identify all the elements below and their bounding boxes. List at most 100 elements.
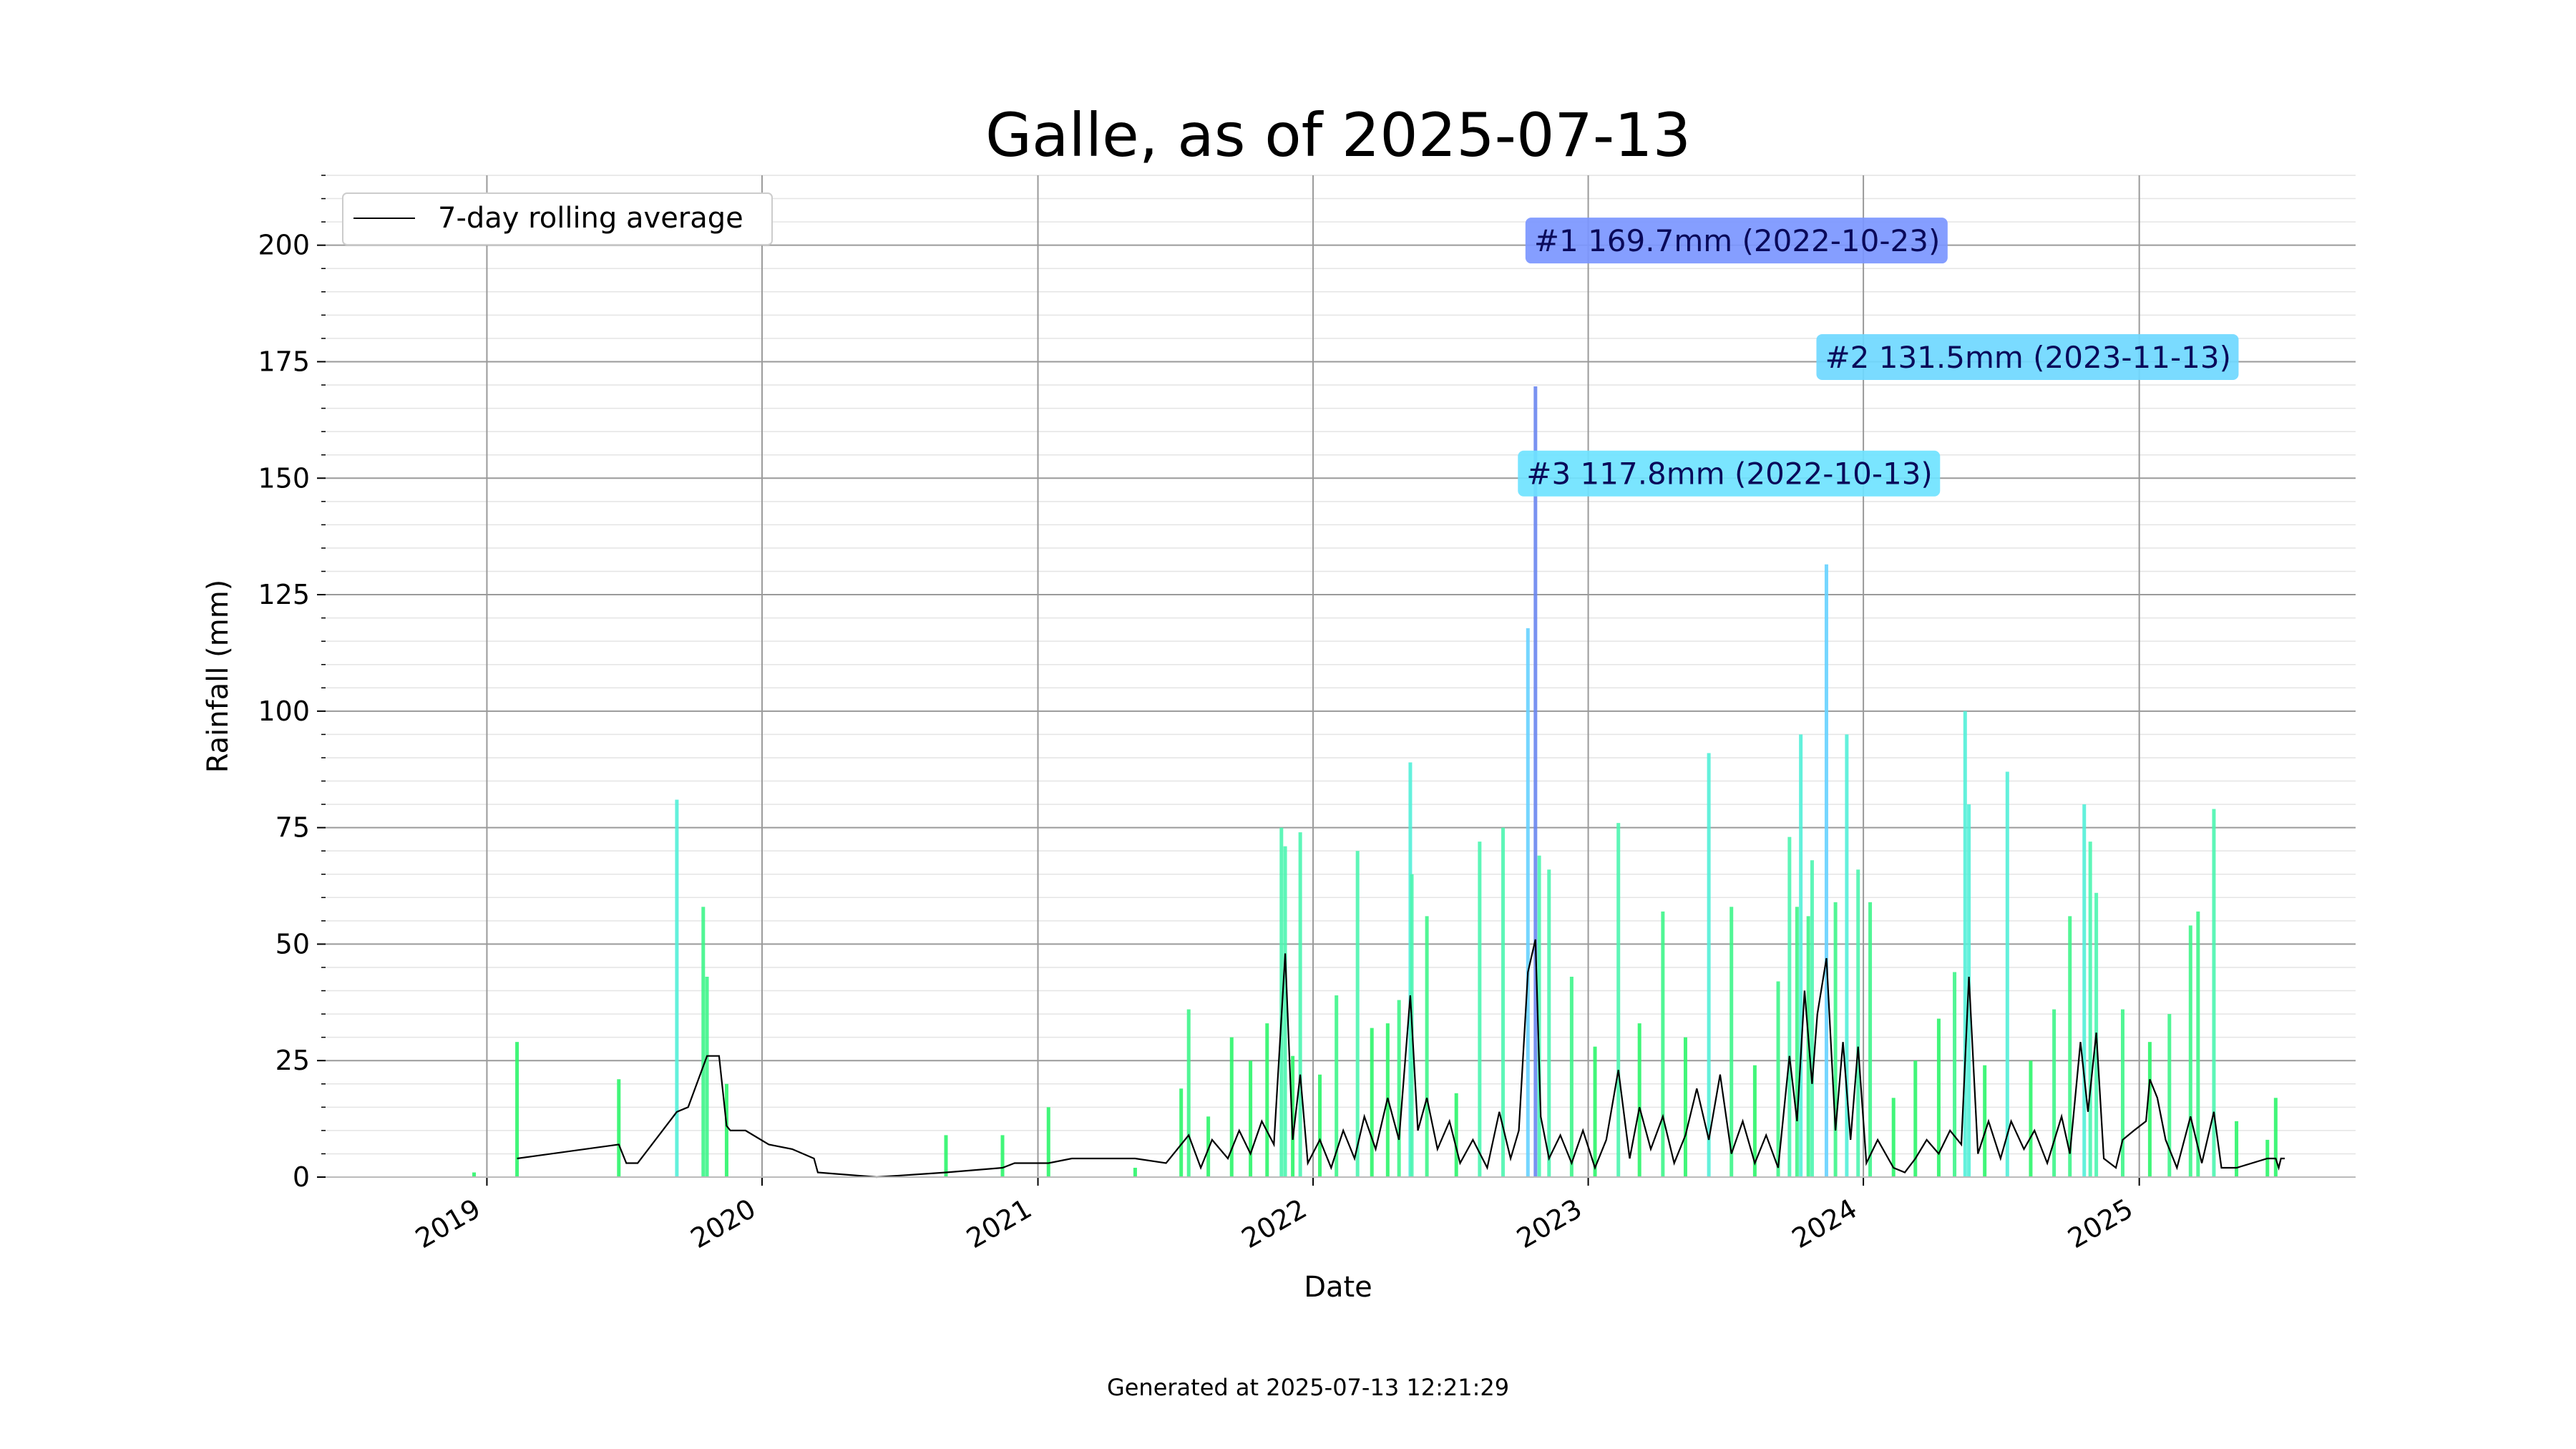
rainfall-bar bbox=[1229, 1037, 1234, 1177]
rainfall-bar bbox=[1833, 902, 1838, 1177]
rainfall-bar bbox=[2196, 911, 2200, 1177]
rainfall-bar bbox=[2005, 771, 2009, 1177]
rainfall-bar bbox=[1707, 753, 1711, 1177]
y-axis-label: Rainfall (mm) bbox=[202, 580, 235, 774]
rainfall-bar bbox=[2120, 1009, 2124, 1177]
y-tick-label: 200 bbox=[258, 230, 310, 261]
rainfall-bars bbox=[472, 386, 2278, 1177]
rainfall-bar bbox=[1000, 1135, 1005, 1177]
x-tick-label: 2020 bbox=[686, 1193, 761, 1254]
rainfall-bar bbox=[2235, 1121, 2239, 1177]
x-tick-label: 2022 bbox=[1236, 1193, 1312, 1254]
rainfall-bar bbox=[1206, 1116, 1211, 1177]
generated-timestamp: Generated at 2025-07-13 12:21:29 bbox=[1107, 1374, 1509, 1401]
x-tick-label: 2023 bbox=[1511, 1193, 1587, 1254]
y-tick-label: 25 bbox=[275, 1045, 310, 1076]
legend-box bbox=[342, 192, 773, 245]
rainfall-bar bbox=[705, 977, 709, 1177]
x-axis-label: Date bbox=[1304, 1271, 1372, 1304]
y-tick-label: 100 bbox=[258, 696, 310, 727]
grid bbox=[326, 175, 2356, 1178]
rainfall-bar bbox=[1397, 1000, 1401, 1177]
annotation-label: #2 131.5mm (2023-11-13) bbox=[1825, 340, 2231, 375]
chart-title: Galle, as of 2025-07-13 bbox=[985, 100, 1691, 170]
rainfall-bar bbox=[1787, 836, 1792, 1177]
rainfall-bar bbox=[1537, 855, 1541, 1177]
rainfall-bar bbox=[1526, 628, 1530, 1177]
rainfall-bar bbox=[1046, 1107, 1050, 1177]
rainfall-bar bbox=[1179, 1088, 1184, 1177]
rainfall-bar bbox=[1533, 386, 1538, 1177]
annotation-box bbox=[1525, 218, 1948, 264]
rainfall-bar bbox=[1593, 1046, 1597, 1177]
rainfall-bar bbox=[2052, 1009, 2057, 1177]
rolling-average-line bbox=[517, 939, 2285, 1179]
rainfall-bar bbox=[515, 1042, 519, 1177]
rainfall-bar bbox=[1547, 869, 1551, 1177]
x-tick-label: 2019 bbox=[410, 1193, 486, 1254]
rainfall-bar bbox=[1616, 823, 1621, 1177]
rainfall-bar bbox=[701, 907, 706, 1177]
x-tick-label: 2024 bbox=[1787, 1193, 1863, 1254]
rainfall-bar bbox=[1370, 1028, 1374, 1177]
y-tick-label: 50 bbox=[275, 928, 310, 960]
rainfall-bar bbox=[1186, 1009, 1191, 1177]
rainfall-bar bbox=[675, 799, 679, 1177]
rainfall-bar bbox=[472, 1172, 477, 1177]
rolling-average-polyline bbox=[517, 939, 2285, 1179]
rainfall-bar bbox=[1298, 832, 1302, 1177]
rainfall-bar bbox=[1963, 711, 1967, 1177]
annotations: #1 169.7mm (2022-10-23) #2 131.5mm (2023-… bbox=[1518, 218, 2239, 497]
y-tick-label: 125 bbox=[258, 579, 310, 610]
rainfall-bar bbox=[1318, 1074, 1322, 1177]
rainfall-bar bbox=[2167, 1014, 2172, 1177]
y-tick-label: 175 bbox=[258, 346, 310, 377]
rainfall-bar bbox=[1936, 1018, 1941, 1177]
rainfall-bar bbox=[1799, 734, 1803, 1177]
rainfall-bar bbox=[1279, 827, 1284, 1177]
rainfall-bar bbox=[1983, 1065, 1987, 1177]
rainfall-bar bbox=[1355, 851, 1360, 1177]
rainfall-bar bbox=[2082, 804, 2087, 1177]
rainfall-bar bbox=[2273, 1098, 2278, 1177]
rainfall-bar bbox=[1810, 860, 1814, 1177]
rainfall-bar bbox=[1661, 911, 1665, 1177]
rainfall-bar bbox=[1265, 1023, 1269, 1177]
rainfall-bar bbox=[1637, 1023, 1641, 1177]
rainfall-bar bbox=[1845, 734, 1849, 1177]
rainfall-bar bbox=[1335, 995, 1339, 1177]
rainfall-bar bbox=[1683, 1037, 1687, 1177]
rainfall-bar bbox=[1891, 1098, 1896, 1177]
rainfall-bar bbox=[2212, 809, 2216, 1177]
rainfall-bar bbox=[1868, 902, 1873, 1177]
rainfall-bar bbox=[1913, 1060, 1918, 1177]
annotation-box bbox=[1816, 333, 2239, 380]
rainfall-bar bbox=[1953, 972, 1957, 1177]
rainfall-bar bbox=[2088, 841, 2092, 1177]
x-tick-label: 2021 bbox=[961, 1193, 1037, 1254]
rainfall-bar bbox=[1501, 827, 1506, 1177]
rainfall-bar bbox=[944, 1135, 948, 1177]
rainfall-bar bbox=[1856, 869, 1860, 1177]
rainfall-bar bbox=[1283, 846, 1287, 1177]
rainfall-bar bbox=[1569, 977, 1574, 1177]
rainfall-bar bbox=[1729, 907, 1734, 1177]
rainfall-bar bbox=[1454, 1093, 1458, 1177]
rainfall-bar bbox=[1291, 1055, 1295, 1177]
rainfall-bar bbox=[2188, 925, 2192, 1177]
rainfall-bar bbox=[1478, 841, 1482, 1177]
rainfall-bar bbox=[2068, 916, 2072, 1177]
rainfall-bar bbox=[1425, 916, 1429, 1177]
legend-entry-rolling-average: 7-day rolling average bbox=[438, 202, 743, 235]
annotation-label: #3 117.8mm (2022-10-13) bbox=[1526, 457, 1933, 492]
x-tick-label: 2025 bbox=[2062, 1193, 2138, 1254]
y-tick-label: 75 bbox=[275, 812, 310, 844]
rainfall-bar bbox=[1824, 564, 1828, 1177]
rainfall-bar bbox=[1776, 981, 1780, 1177]
annotation-box bbox=[1518, 450, 1941, 497]
rainfall-bar bbox=[617, 1079, 621, 1177]
y-tick-label: 0 bbox=[293, 1161, 310, 1193]
rainfall-bar bbox=[724, 1083, 728, 1177]
annotation-label: #1 169.7mm (2022-10-23) bbox=[1534, 223, 1941, 258]
